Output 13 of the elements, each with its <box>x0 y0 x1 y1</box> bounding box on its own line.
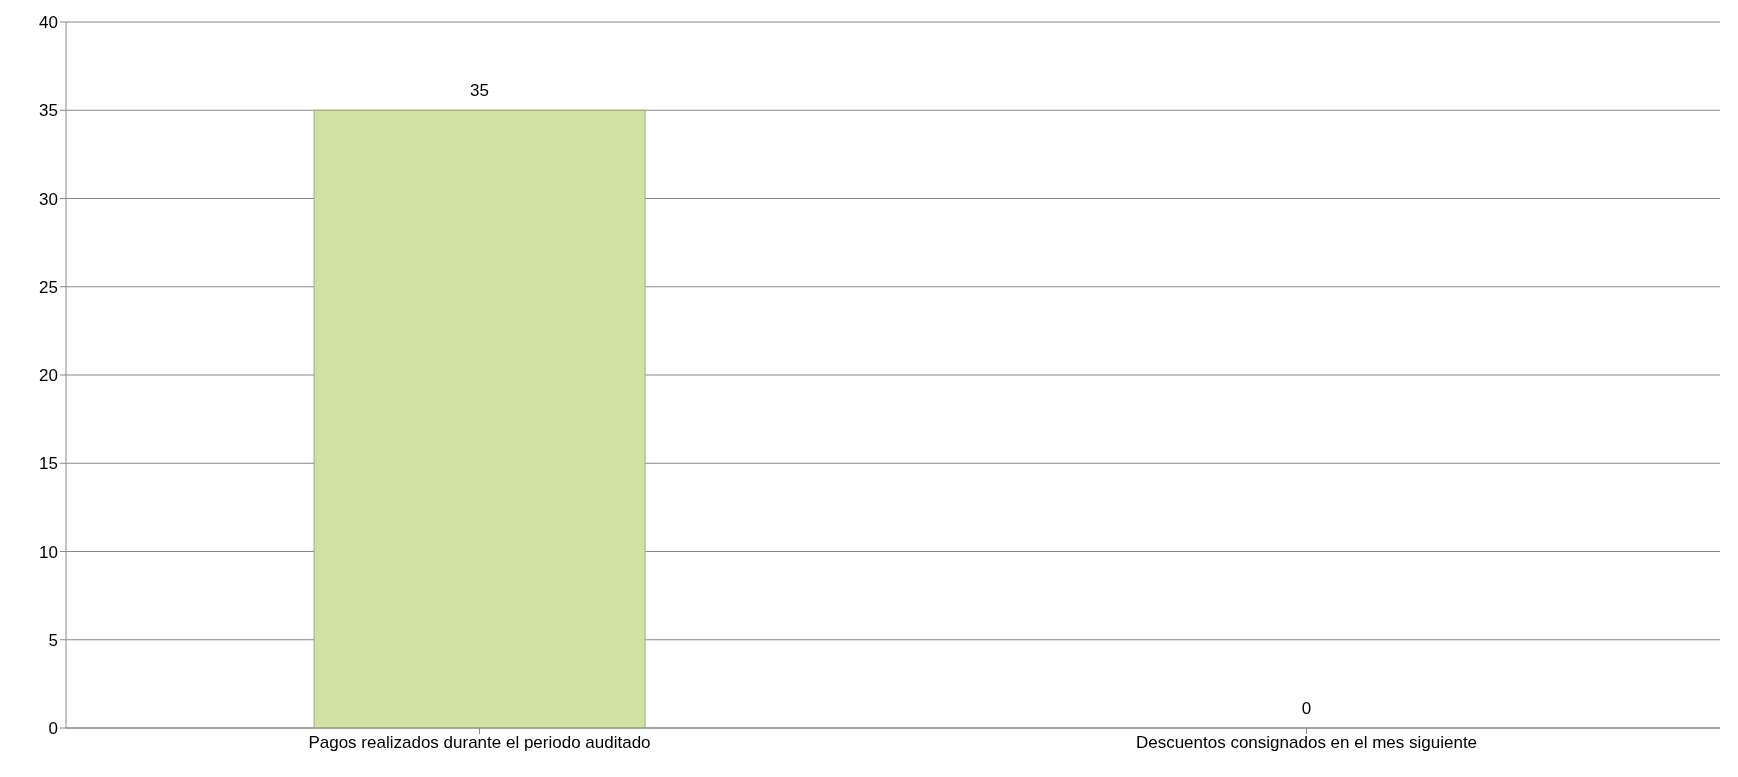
y-tick-label: 15 <box>39 454 58 474</box>
y-tick-label: 40 <box>39 13 58 33</box>
data-label: 0 <box>1301 699 1312 718</box>
y-tick-label: 0 <box>48 719 58 739</box>
y-tick-label: 30 <box>39 189 58 209</box>
y-tick-label: 10 <box>39 542 58 562</box>
x-tick-label: Descuentos consignados en el mes siguiente <box>1135 733 1478 753</box>
y-tick-label: 25 <box>39 277 58 297</box>
x-tick-label: Pagos realizados durante el periodo auditado <box>308 733 651 753</box>
data-label: 35 <box>470 81 489 101</box>
y-tick-label: 20 <box>39 366 58 386</box>
y-tick-label: 5 <box>48 630 58 650</box>
y-tick-label: 35 <box>39 101 58 121</box>
